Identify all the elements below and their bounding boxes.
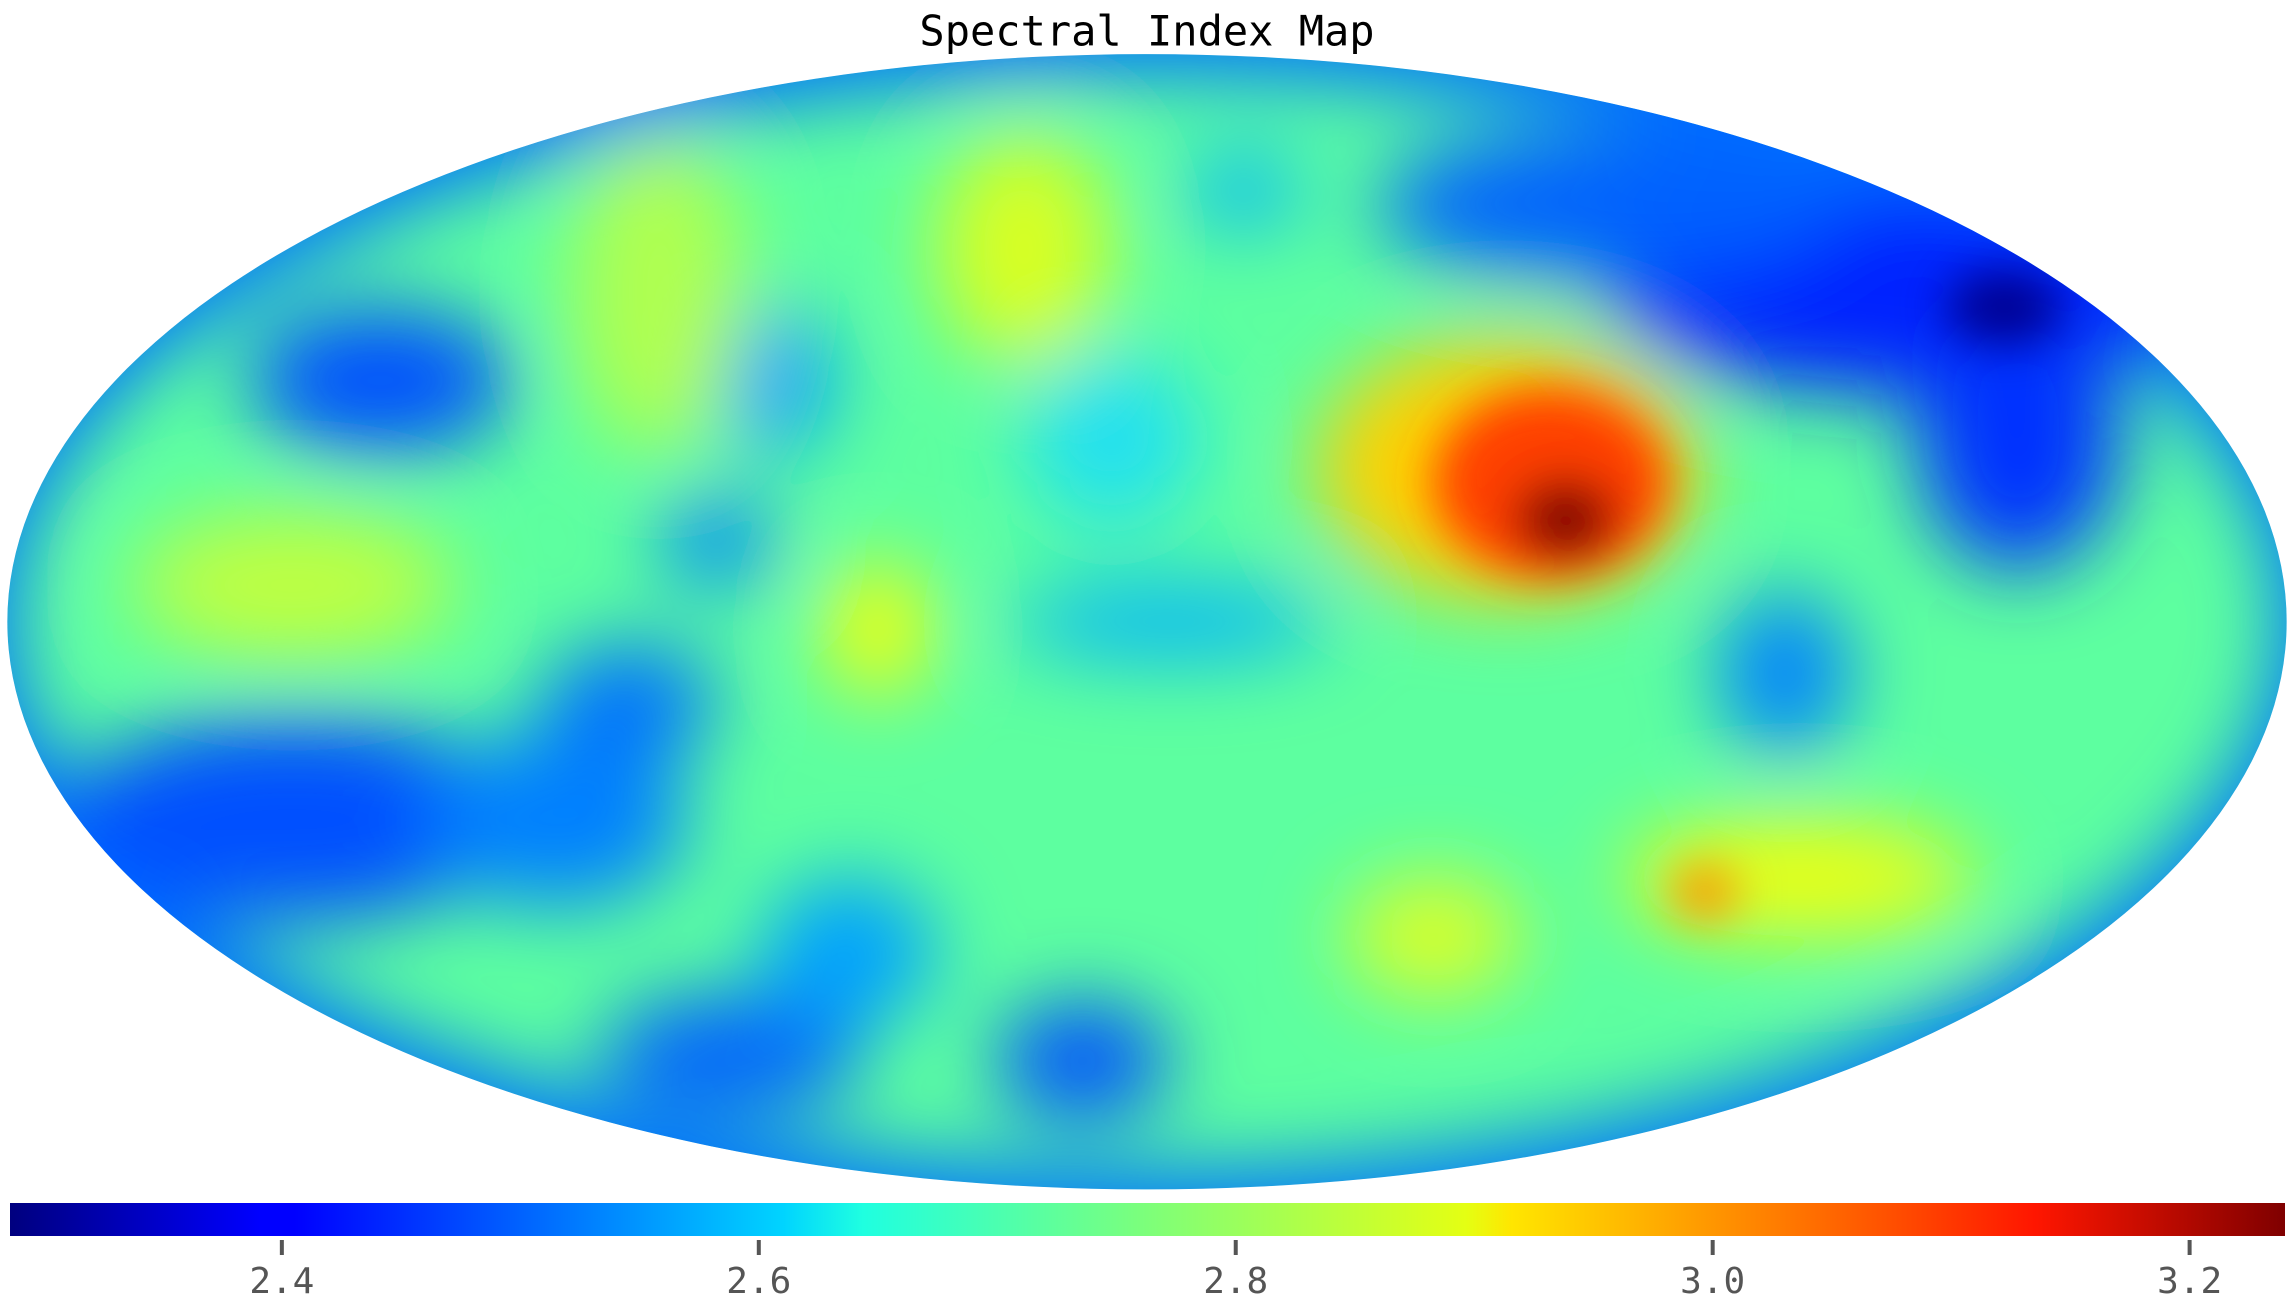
colorbar [10, 1203, 2285, 1236]
colorbar-tick-label: 3.0 [1680, 1261, 1745, 1302]
hotspot [1433, 270, 2063, 919]
colorbar-tick-label: 3.2 [2157, 1261, 2222, 1302]
chart-title: Spectral Index Map [919, 7, 1374, 56]
map-field [7, 54, 2287, 1190]
colorbar-tick-label: 2.4 [249, 1261, 314, 1302]
colorbar-tick-label: 2.6 [726, 1261, 791, 1302]
colorbar-tick-label: 2.8 [1203, 1261, 1268, 1302]
sky-map [7, 54, 2287, 1190]
